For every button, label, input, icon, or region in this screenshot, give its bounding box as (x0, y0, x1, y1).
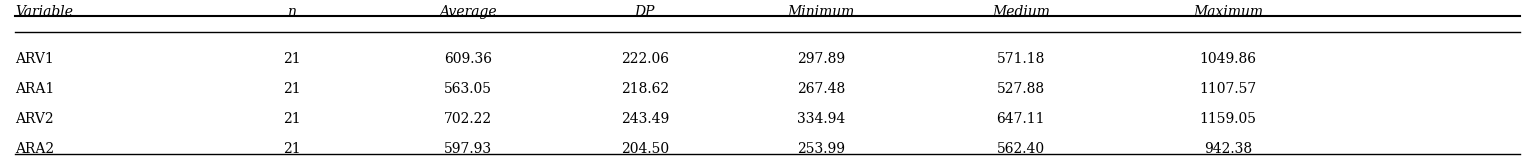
Text: 1107.57: 1107.57 (1199, 82, 1257, 96)
Text: 942.38: 942.38 (1203, 142, 1253, 156)
Text: 1159.05: 1159.05 (1199, 112, 1257, 126)
Text: 647.11: 647.11 (996, 112, 1045, 126)
Text: 21: 21 (282, 52, 301, 66)
Text: ARV1: ARV1 (15, 52, 54, 66)
Text: Maximum: Maximum (1193, 5, 1263, 19)
Text: 253.99: 253.99 (797, 142, 846, 156)
Text: ARV2: ARV2 (15, 112, 54, 126)
Text: Minimum: Minimum (787, 5, 855, 19)
Text: 609.36: 609.36 (444, 52, 493, 66)
Text: 597.93: 597.93 (444, 142, 493, 156)
Text: Average: Average (439, 5, 497, 19)
Text: 297.89: 297.89 (797, 52, 846, 66)
Text: 267.48: 267.48 (797, 82, 846, 96)
Text: n: n (287, 5, 296, 19)
Text: 334.94: 334.94 (797, 112, 846, 126)
Text: Medium: Medium (992, 5, 1050, 19)
Text: 527.88: 527.88 (996, 82, 1045, 96)
Text: 21: 21 (282, 112, 301, 126)
Text: 218.62: 218.62 (620, 82, 669, 96)
Text: 243.49: 243.49 (620, 112, 669, 126)
Text: 21: 21 (282, 142, 301, 156)
Text: 21: 21 (282, 82, 301, 96)
Text: ARA2: ARA2 (15, 142, 54, 156)
Text: 563.05: 563.05 (444, 82, 493, 96)
Text: Variable: Variable (15, 5, 74, 19)
Text: ARA1: ARA1 (15, 82, 55, 96)
Text: 222.06: 222.06 (620, 52, 669, 66)
Text: DP: DP (634, 5, 655, 19)
Text: 571.18: 571.18 (996, 52, 1045, 66)
Text: 562.40: 562.40 (996, 142, 1045, 156)
Text: 204.50: 204.50 (620, 142, 669, 156)
Text: 702.22: 702.22 (444, 112, 493, 126)
Text: 1049.86: 1049.86 (1199, 52, 1257, 66)
